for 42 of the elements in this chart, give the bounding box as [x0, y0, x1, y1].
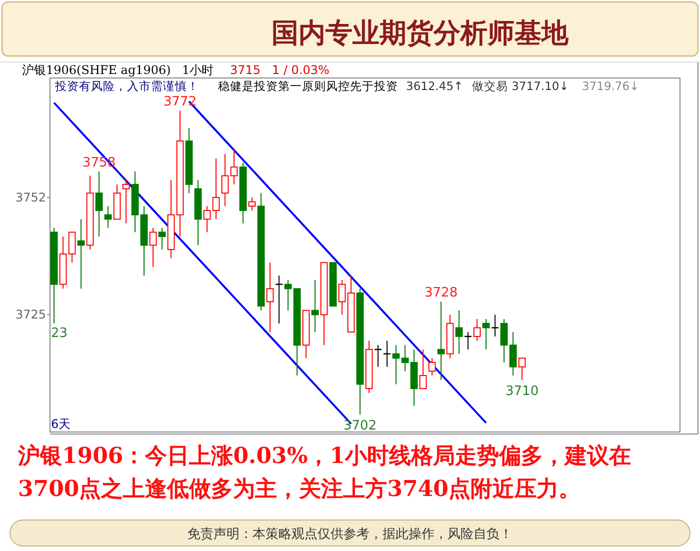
y-tick-label: 3725: [15, 308, 46, 322]
candlestick: [490, 314, 500, 337]
candlestick: [482, 318, 490, 350]
text: 1小时: [182, 63, 214, 77]
candlestick: [266, 262, 274, 333]
annotation: 3772: [164, 94, 197, 110]
y-tick-label: 3752: [15, 190, 46, 204]
annotation: 做交易 3717.10↓: [472, 79, 569, 93]
candlestick: [437, 301, 445, 380]
candlestick: [185, 127, 193, 194]
candlestick: [104, 206, 112, 228]
candlestick: [382, 340, 392, 368]
candlestick: [248, 196, 256, 211]
candlestick: [194, 180, 202, 246]
text: 沪银1906(SHFE ag1906): [22, 63, 171, 77]
candlestick: [95, 170, 103, 238]
candlestick: [274, 275, 284, 324]
text: 3715: [230, 63, 261, 77]
candlestick: [428, 358, 436, 376]
annotation: 3702: [344, 418, 377, 434]
annotation: 3728: [424, 286, 458, 301]
candlestick: [311, 279, 319, 333]
candlestick: [257, 192, 265, 311]
text: 3719.76↓: [582, 79, 640, 93]
text: 免责声明：本策略观点仅供参考，据此操作，风险自负！: [188, 527, 512, 542]
candlestick: [239, 162, 247, 224]
annotation: 投资有风险，入市需谨慎！: [54, 79, 199, 93]
candlestick: [122, 180, 130, 224]
text: 沪银1906：今日上涨0.03%，1小时线格局走势偏多，建议在3700点之上逢低做多为主，关注上方3740点附近压力。: [18, 442, 632, 504]
annotation: 稳健是投资第一原则风控先于投资: [218, 79, 398, 93]
candlestick: [365, 340, 373, 394]
annotation: 23: [51, 326, 68, 341]
candlestick: [356, 288, 364, 416]
candlestick: [86, 175, 94, 250]
candlestick: [77, 218, 85, 290]
candlestick: [473, 318, 481, 342]
candlestick: [455, 310, 463, 354]
annotation: 6天: [51, 417, 71, 431]
chart-title: 国内专业期货分析师基地: [272, 18, 570, 49]
annotation: 3710: [506, 384, 539, 399]
annotation: 3612.45↑: [406, 79, 464, 93]
text: 1 / 0.03%: [272, 63, 330, 77]
